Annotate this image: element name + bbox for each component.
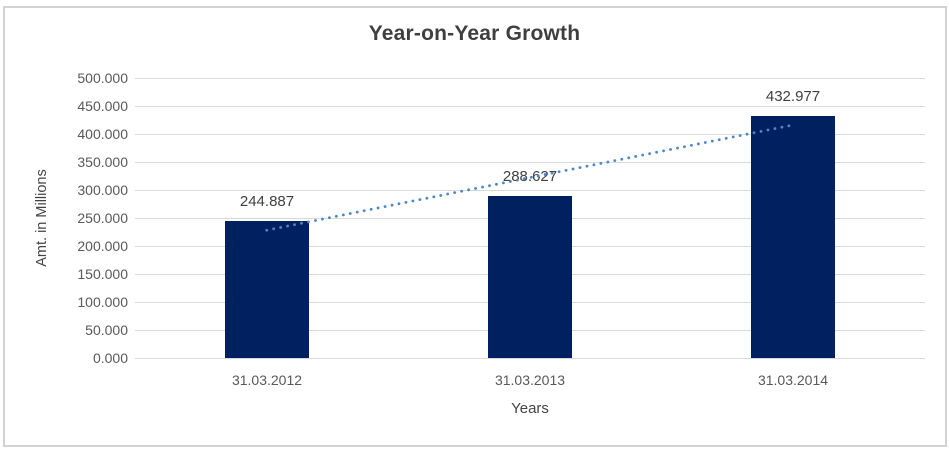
gridline bbox=[135, 357, 925, 359]
y-axis-tick-label: 350.000 bbox=[77, 154, 128, 170]
bar-value-label: 432.977 bbox=[765, 88, 821, 105]
x-axis-tick-label: 31.03.2014 bbox=[757, 372, 829, 388]
y-axis-tick-label: 450.000 bbox=[77, 98, 128, 114]
y-axis-tick-label: 100.000 bbox=[77, 294, 128, 310]
y-axis-tick-label: 150.000 bbox=[77, 266, 128, 282]
bar-value-label: 288.627 bbox=[502, 168, 558, 185]
bar bbox=[225, 221, 309, 358]
bar bbox=[488, 196, 572, 358]
x-axis-tick-label: 31.03.2012 bbox=[231, 372, 303, 388]
x-axis-title: Years bbox=[511, 400, 549, 417]
y-axis-tick-label: 300.000 bbox=[77, 182, 128, 198]
y-axis-tick-label: 0.000 bbox=[92, 350, 128, 366]
chart-title: Year-on-Year Growth bbox=[368, 22, 581, 45]
y-axis-tick-label: 400.000 bbox=[77, 126, 128, 142]
bar-value-label: 244.887 bbox=[239, 193, 295, 210]
y-axis-tick-label: 500.000 bbox=[77, 70, 128, 86]
y-axis-tick-label: 250.000 bbox=[77, 210, 128, 226]
y-axis-tick-label: 200.000 bbox=[77, 238, 128, 254]
gridline bbox=[135, 77, 925, 79]
x-axis-tick-label: 31.03.2013 bbox=[494, 372, 566, 388]
gridline bbox=[135, 105, 925, 107]
bar bbox=[751, 116, 835, 358]
y-axis-tick-label: 50.000 bbox=[85, 322, 128, 338]
